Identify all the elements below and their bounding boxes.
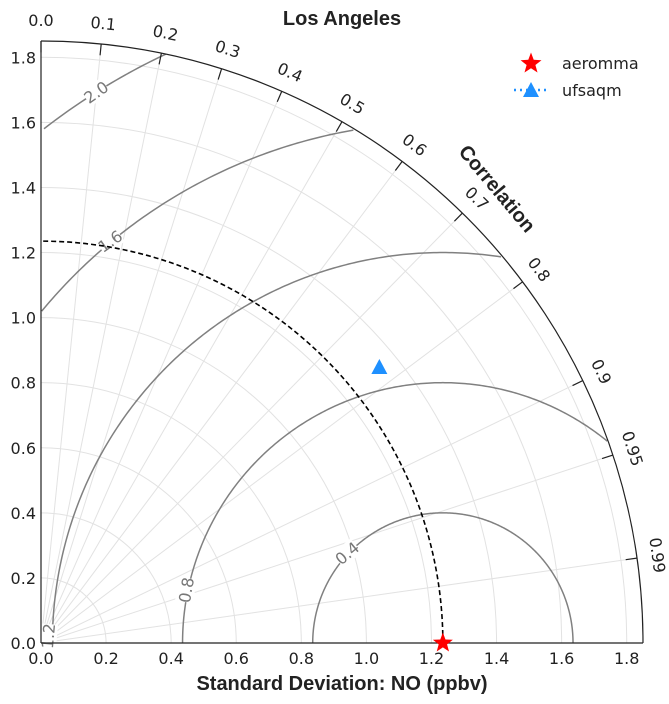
x-tick-label: 1.6: [549, 649, 574, 668]
std-grid-arc: [40, 317, 367, 644]
correlation-tick-label: 0.3: [213, 36, 243, 62]
rms-label-mask: [332, 538, 362, 568]
correlation-tick-label: 0.2: [151, 21, 180, 45]
y-tick-label: 0.2: [11, 569, 36, 588]
rms-contour: [41, 129, 354, 312]
marker-aeromma: [432, 632, 453, 652]
x-tick-label: 1.2: [419, 649, 444, 668]
rms-label-mask: [95, 226, 125, 256]
y-tick-label: 1.2: [11, 244, 36, 263]
axes-layer: [40, 40, 644, 644]
correlation-tick: [453, 212, 463, 222]
rms-contour-label: 2.0: [80, 77, 112, 107]
correlation-tick: [625, 557, 638, 561]
correlation-grid-line: [40, 281, 523, 644]
rms-contour: [181, 381, 608, 644]
x-tick-label: 0.6: [224, 649, 249, 668]
x-tick-label: 1.4: [484, 649, 509, 668]
grid-layer: [40, 43, 638, 644]
x-tick-label: 0.2: [93, 649, 118, 668]
y-tick-label: 0.6: [11, 439, 36, 458]
correlation-tick: [217, 68, 223, 80]
y-tick-label: 0.8: [11, 374, 36, 393]
correlation-tick: [158, 53, 162, 65]
correlation-tick-label: 0.0: [28, 11, 53, 30]
marker-ufsaqm: [371, 358, 388, 374]
x-tick-label: 1.8: [614, 649, 639, 668]
reference-std-arc: [40, 240, 444, 644]
legend-label-ufsaqm: ufsaqm: [562, 81, 622, 100]
x-tick-label: 0.4: [158, 649, 183, 668]
chart-title: Los Angeles: [283, 8, 401, 30]
legend-marker-ufsaqm: [523, 82, 539, 97]
x-tick-label: 0.0: [28, 649, 53, 668]
outer-correlation-arc: [40, 40, 644, 644]
correlation-tick-label: 0.9: [587, 356, 615, 387]
correlation-tick-label: 0.99: [645, 536, 669, 574]
y-tick-label: 0.4: [11, 504, 36, 523]
rms-contour-label: 0.4: [331, 538, 363, 569]
correlation-tick-label: 0.1: [90, 13, 117, 34]
legend-label-aeromma: aeromma: [562, 54, 639, 73]
rms-contour: [311, 512, 574, 644]
correlation-tick: [335, 121, 343, 132]
marker-layer: [371, 358, 453, 652]
rms-label-mask: [81, 77, 111, 107]
rms-contour-layer: 0.40.81.21.62.0: [37, 53, 608, 650]
correlation-tick: [394, 161, 403, 171]
correlation-tick-label: 0.5: [336, 89, 368, 118]
correlation-grid-line: [40, 212, 463, 644]
correlation-tick-label: 0.4: [275, 59, 306, 87]
legend: aeromma ufsaqm: [514, 52, 639, 100]
std-ticks-layer: 0.00.0 0.2 0.2 0.4 0.4 0.6 0.6 0.8 0.8 1.0 1.0 1.2 1…: [11, 48, 640, 668]
correlation-tick: [601, 454, 614, 460]
correlation-grid-line: [40, 53, 162, 644]
correlation-tick-label: 0.95: [618, 429, 647, 469]
x-tick-label: 1.0: [354, 649, 379, 668]
correlation-grid-line: [40, 380, 584, 644]
x-axis-label: Standard Deviation: NO (ppbv): [196, 673, 487, 695]
correlation-tick: [513, 281, 523, 290]
correlation-tick-label: 0.6: [399, 130, 431, 160]
std-grid-arc: [40, 252, 432, 644]
rms-label-mask: [37, 623, 59, 649]
std-grid-arc: [40, 186, 498, 644]
y-tick-label: 1.0: [11, 309, 36, 328]
y-tick-label: 0.0: [11, 634, 36, 653]
correlation-grid-line: [40, 557, 638, 644]
rms-contour-label: 0.8: [175, 576, 198, 604]
rms-contour: [51, 251, 502, 644]
correlation-grid-line: [40, 43, 102, 644]
correlation-grid-line: [40, 454, 614, 644]
y-tick-label: 1.8: [11, 48, 36, 67]
correlation-grid-line: [40, 91, 283, 644]
correlation-tick-label: 0.8: [524, 254, 554, 286]
y-tick-label: 1.4: [11, 178, 36, 197]
correlation-grid-line: [40, 161, 403, 644]
y-tick-label: 1.6: [11, 113, 36, 132]
legend-marker-aeromma: [520, 52, 542, 73]
std-grid-arc: [40, 56, 628, 644]
correlation-tick: [276, 91, 283, 102]
rms-label-mask: [175, 576, 197, 604]
std-grid-arc: [40, 512, 172, 644]
correlation-tick: [99, 43, 102, 56]
x-tick-label: 0.8: [289, 649, 314, 668]
std-grid-arc: [40, 121, 563, 644]
std-grid-arc: [40, 382, 302, 644]
correlation-grid-line: [40, 121, 343, 644]
std-grid-arc: [40, 447, 237, 644]
correlation-tick: [572, 380, 584, 387]
correlation-grid-line: [40, 68, 223, 644]
